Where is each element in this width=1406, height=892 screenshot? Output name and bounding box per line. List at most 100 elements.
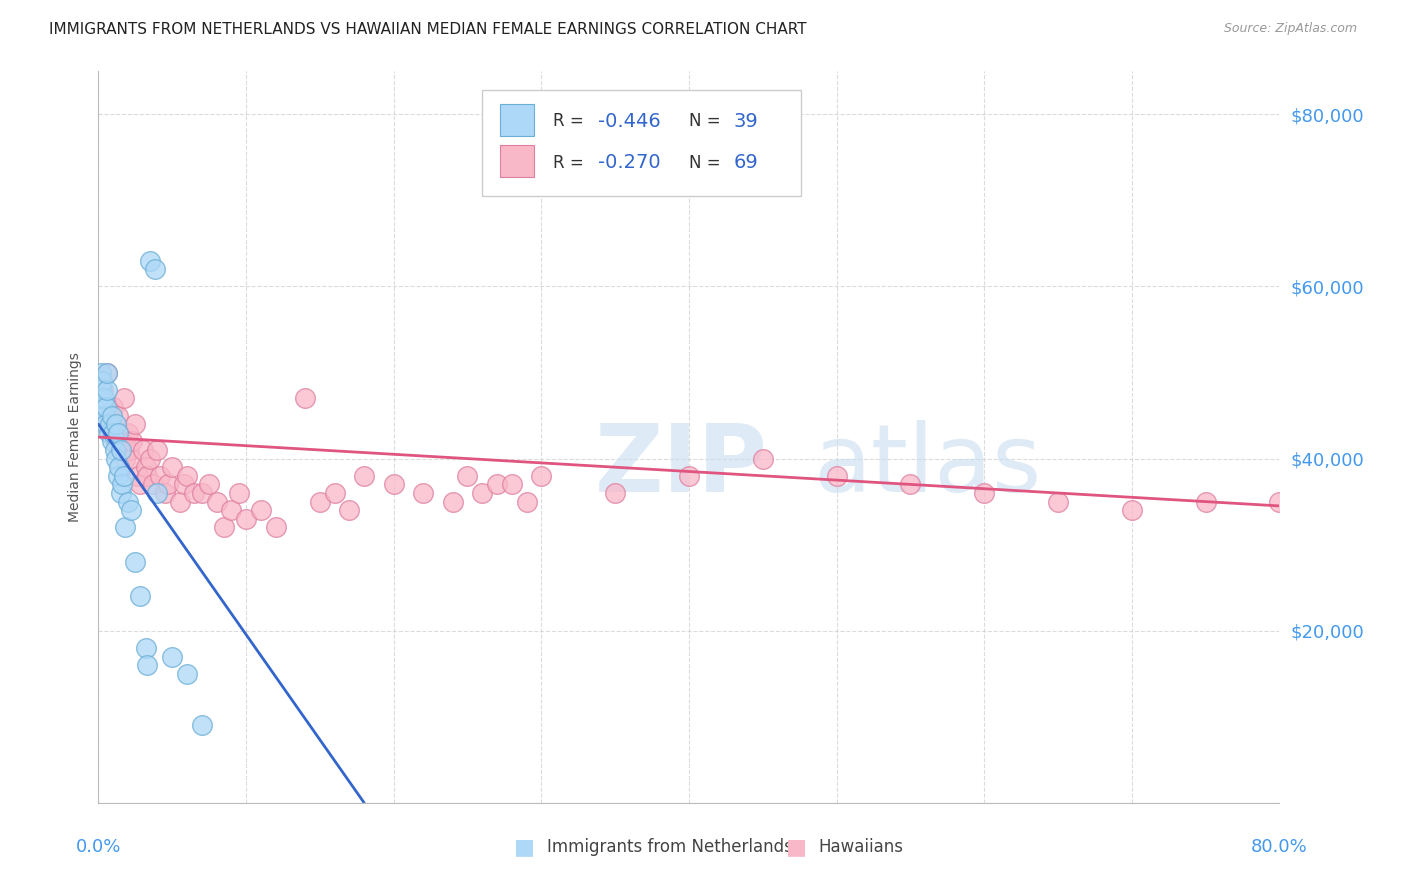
Point <box>110 486 132 500</box>
Text: Hawaiians: Hawaiians <box>818 838 904 855</box>
Point <box>501 477 523 491</box>
Point <box>457 468 479 483</box>
Point <box>1268 494 1291 508</box>
Point <box>118 442 141 457</box>
Point <box>136 658 159 673</box>
Text: 39: 39 <box>734 112 759 130</box>
Point <box>183 486 205 500</box>
Point <box>143 262 166 277</box>
Point <box>1047 494 1070 508</box>
Point <box>107 425 129 440</box>
Point <box>339 503 361 517</box>
Text: atlas: atlas <box>813 420 1042 512</box>
Point <box>108 425 131 440</box>
Point <box>96 366 118 380</box>
Point <box>111 477 134 491</box>
Point <box>235 512 257 526</box>
Point <box>104 442 127 457</box>
Point <box>136 468 159 483</box>
Point <box>93 409 115 423</box>
Point <box>124 417 146 432</box>
Point <box>516 494 538 508</box>
Point <box>112 392 135 406</box>
Text: Immigrants from Netherlands: Immigrants from Netherlands <box>547 838 793 855</box>
Text: IMMIGRANTS FROM NETHERLANDS VS HAWAIIAN MEDIAN FEMALE EARNINGS CORRELATION CHART: IMMIGRANTS FROM NETHERLANDS VS HAWAIIAN … <box>49 22 807 37</box>
Point <box>132 442 155 457</box>
Point <box>135 460 157 475</box>
Point <box>149 468 172 483</box>
Point <box>110 442 132 457</box>
Point <box>146 442 169 457</box>
Point <box>91 400 114 414</box>
Point <box>100 425 122 440</box>
Point <box>107 468 129 483</box>
Point <box>176 468 198 483</box>
Point <box>100 434 122 449</box>
Text: ■: ■ <box>786 837 807 856</box>
FancyBboxPatch shape <box>501 145 534 178</box>
Point <box>142 477 165 491</box>
Point <box>93 392 115 406</box>
Text: 0.0%: 0.0% <box>76 838 121 855</box>
Point <box>90 383 112 397</box>
Point <box>191 718 214 732</box>
Point <box>323 486 346 500</box>
Point <box>294 392 316 406</box>
Text: 69: 69 <box>734 153 759 172</box>
Text: Source: ZipAtlas.com: Source: ZipAtlas.com <box>1223 22 1357 36</box>
Point <box>117 425 139 440</box>
Point <box>120 451 142 466</box>
Point <box>250 503 273 517</box>
Point <box>94 417 117 432</box>
Text: -0.446: -0.446 <box>598 112 661 130</box>
Point <box>121 434 143 449</box>
Point <box>96 383 118 397</box>
Point <box>441 494 464 508</box>
Point <box>139 451 162 466</box>
Point <box>156 477 179 491</box>
Point <box>135 640 157 655</box>
Text: N =: N = <box>689 112 725 130</box>
Text: R =: R = <box>553 112 589 130</box>
Point <box>678 468 700 483</box>
Point <box>973 486 995 500</box>
Point <box>1195 494 1218 508</box>
Point <box>146 486 169 500</box>
Point <box>153 486 176 500</box>
Point <box>105 417 128 432</box>
Point <box>128 477 150 491</box>
Point <box>205 494 228 508</box>
Point <box>90 366 112 380</box>
Point <box>112 468 135 483</box>
Point <box>309 494 332 508</box>
Point <box>98 409 121 423</box>
Point <box>94 400 117 414</box>
FancyBboxPatch shape <box>501 103 534 136</box>
Point <box>96 366 118 380</box>
Point <box>486 477 509 491</box>
Point <box>198 477 221 491</box>
Point <box>97 425 120 440</box>
Point <box>212 520 235 534</box>
Point <box>900 477 922 491</box>
Point <box>114 451 136 466</box>
FancyBboxPatch shape <box>482 90 801 195</box>
Point <box>752 451 775 466</box>
Point <box>105 434 128 449</box>
Text: N =: N = <box>689 153 725 172</box>
Y-axis label: Median Female Earnings: Median Female Earnings <box>69 352 83 522</box>
Point <box>139 253 162 268</box>
Point <box>412 486 434 500</box>
Point <box>110 442 132 457</box>
Point <box>530 468 553 483</box>
Point <box>162 649 183 664</box>
Point <box>91 383 114 397</box>
Point <box>103 425 125 440</box>
Point <box>124 555 146 569</box>
Point <box>128 589 150 603</box>
Point <box>94 400 117 414</box>
Point <box>228 486 250 500</box>
Point <box>173 477 195 491</box>
Text: -0.270: -0.270 <box>598 153 661 172</box>
Point <box>117 494 139 508</box>
